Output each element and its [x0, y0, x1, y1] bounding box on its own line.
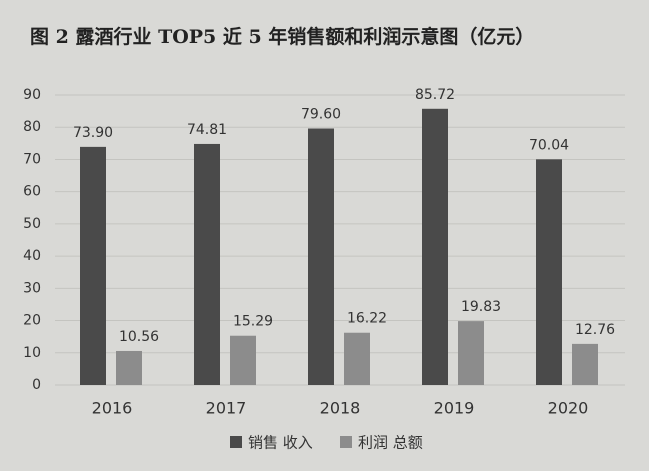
y-tick-label: 10: [23, 345, 41, 361]
value-label: 79.60: [301, 107, 341, 123]
legend-label: 利润 总额: [358, 434, 423, 452]
value-label: 15.29: [233, 314, 273, 330]
y-tick-label: 60: [23, 184, 41, 200]
y-tick-label: 80: [23, 119, 41, 135]
y-tick-label: 90: [23, 87, 41, 103]
bar: [536, 159, 562, 385]
bar: [422, 108, 448, 386]
y-tick-label: 0: [32, 377, 41, 393]
x-tick-label: 2016: [92, 399, 133, 418]
value-label: 70.04: [529, 137, 569, 153]
y-tick-label: 30: [23, 280, 41, 296]
bar: [230, 335, 256, 385]
y-tick-label: 40: [23, 248, 41, 264]
value-label: 73.90: [73, 125, 113, 141]
bar: [344, 332, 370, 385]
chart-title: 图 2 露酒行业 TOP5 近 5 年销售额和利润示意图（亿元）: [30, 25, 534, 48]
legend-label: 销售 收入: [248, 434, 313, 452]
value-label: 12.76: [575, 322, 615, 338]
value-label: 19.83: [461, 299, 501, 315]
x-tick-label: 2019: [434, 399, 475, 418]
value-label: 85.72: [415, 87, 455, 103]
x-tick-label: 2020: [548, 399, 589, 418]
legend-swatch: [340, 436, 352, 448]
value-label: 74.81: [187, 122, 227, 138]
bar: [116, 350, 142, 385]
x-tick-label: 2017: [206, 399, 247, 418]
y-tick-label: 70: [23, 151, 41, 167]
bar: [308, 128, 334, 385]
y-tick-label: 50: [23, 216, 41, 232]
bar: [194, 143, 220, 385]
value-label: 16.22: [347, 311, 387, 327]
bar: [80, 146, 106, 385]
x-tick-label: 2018: [320, 399, 361, 418]
bar: [458, 321, 484, 385]
value-label: 10.56: [119, 329, 159, 345]
y-tick-label: 20: [23, 313, 41, 329]
bar: [572, 343, 598, 385]
legend-swatch: [230, 436, 242, 448]
